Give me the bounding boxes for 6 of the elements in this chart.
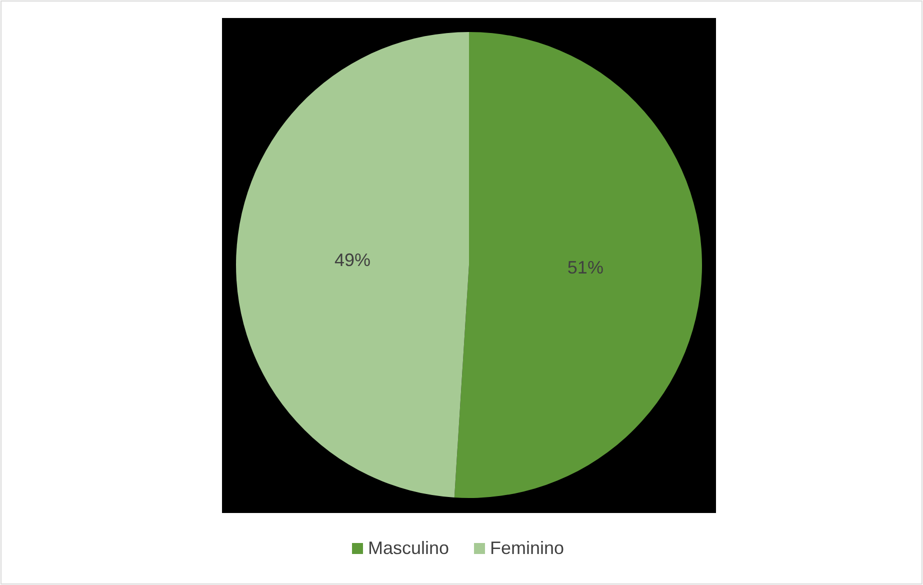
pie-slice [236,32,469,498]
legend-label: Masculino [368,538,450,558]
data-label: 49% [334,250,371,270]
pie-slice [454,32,702,498]
legend-label: Feminino [490,538,564,558]
data-label: 51% [567,257,604,278]
